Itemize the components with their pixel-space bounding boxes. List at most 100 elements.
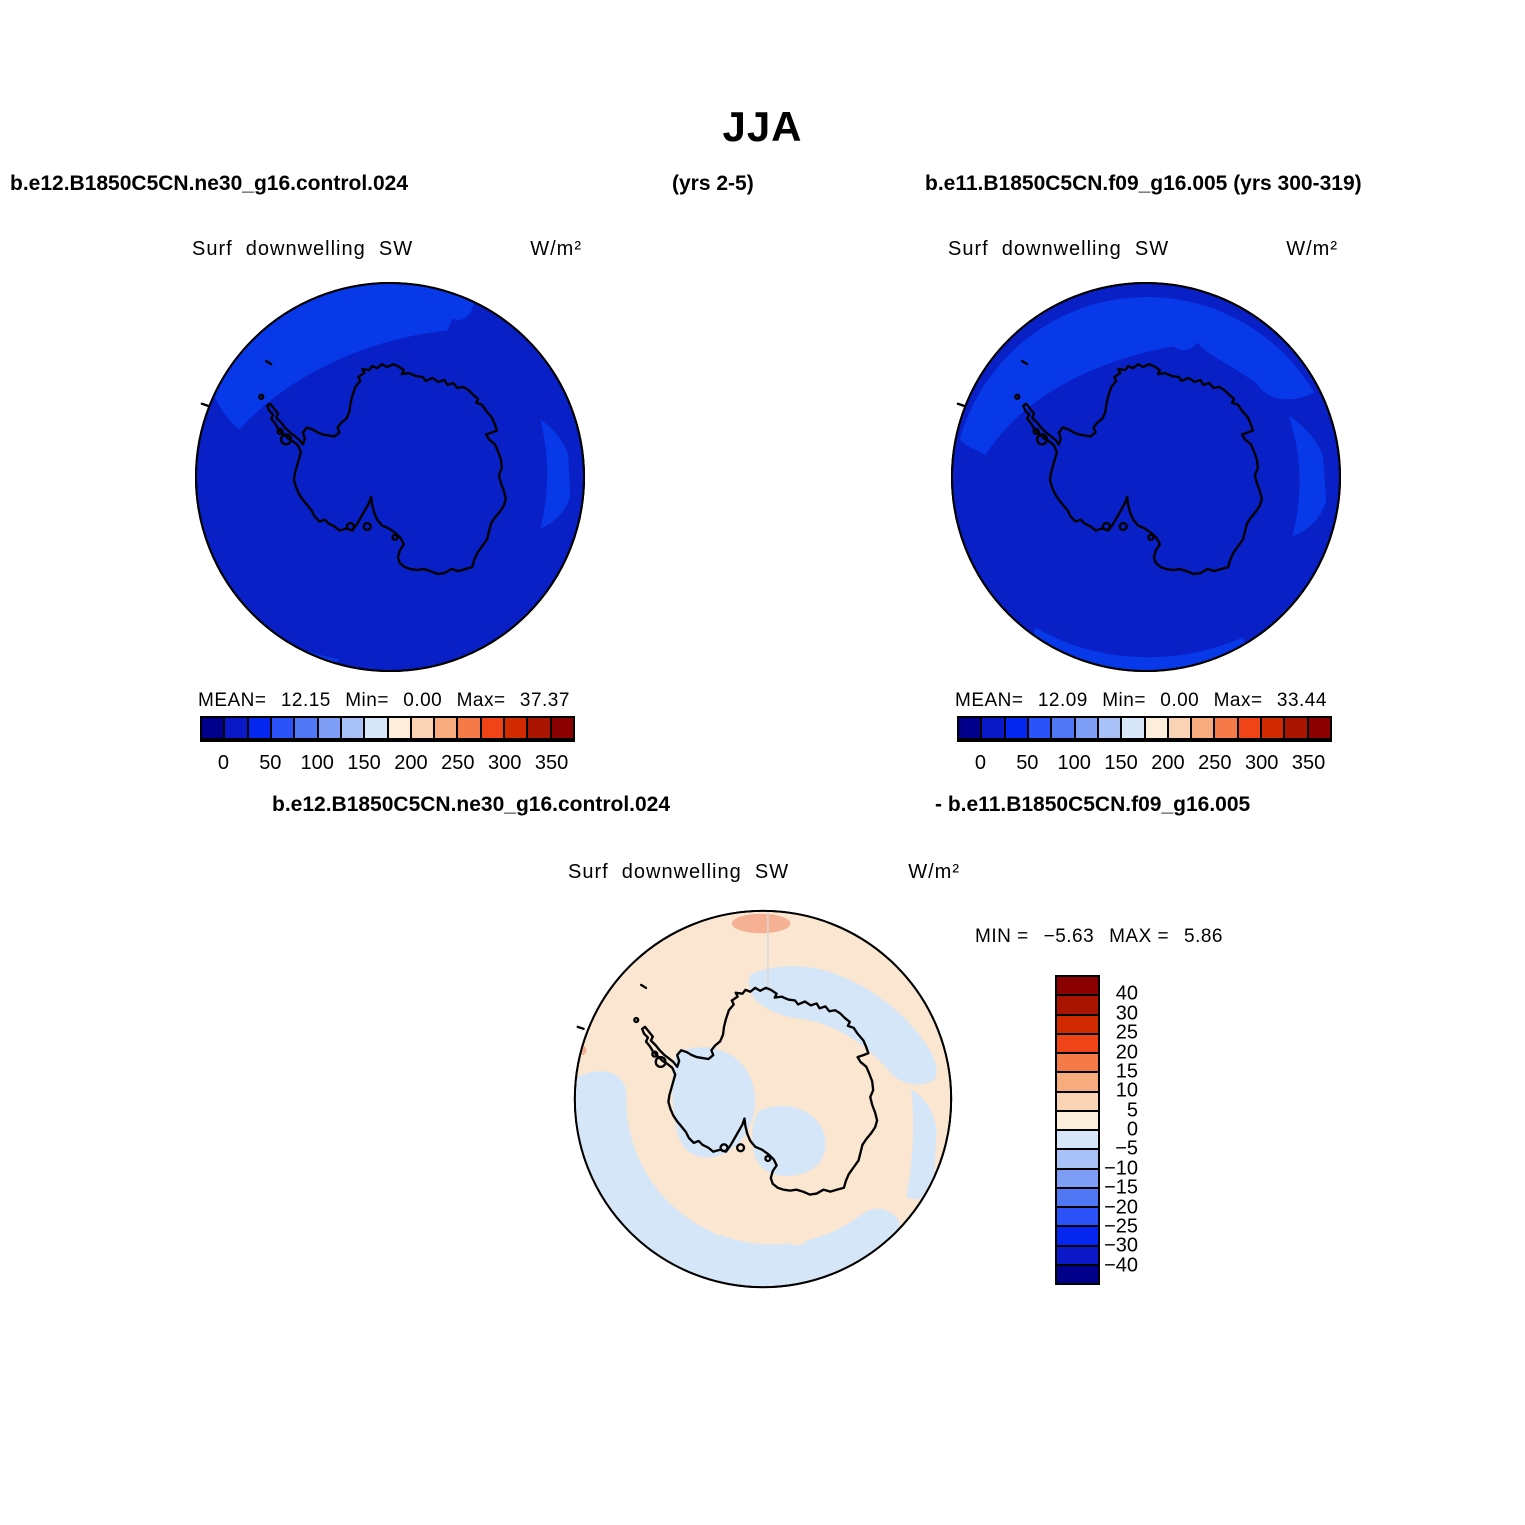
- map-panel-diff: [573, 909, 953, 1289]
- max-label: Max=: [1213, 690, 1263, 711]
- colorbar-cell: [481, 718, 506, 738]
- colorbar-cell: [959, 718, 983, 738]
- colorbar-tick-label: 5: [1126, 1099, 1138, 1122]
- colorbar-cell: [1057, 1131, 1098, 1151]
- colorbar-cell: [1057, 1073, 1098, 1093]
- colorbar-cell: [1238, 718, 1263, 738]
- colorbar-tick-label: 150: [347, 752, 381, 774]
- colorbar-tick-label: −15: [1104, 1176, 1138, 1199]
- colorbar-tick-label: 250: [441, 752, 475, 774]
- mean-value: 12.15: [280, 690, 331, 711]
- subtitle-row-right: Surf downwelling SW W/m²: [948, 238, 1338, 261]
- colorbar-tick-label: 10: [1115, 1079, 1138, 1102]
- colorbar-cell: [1075, 718, 1099, 738]
- units-left: W/m²: [530, 238, 582, 260]
- colorbar-ticks-right: 0 50 100 150 200 250 300 350: [957, 752, 1332, 776]
- stats-diff: MIN = −5.63 MAX = 5.86: [975, 926, 1223, 948]
- colorbar-tick-label: 40: [1115, 982, 1138, 1005]
- colorbar-cell: [1057, 1015, 1098, 1035]
- colorbar-tick-label: 350: [534, 752, 569, 774]
- colorbar-ticks-left: 0 50 100 150 200 250 300 350: [200, 752, 575, 776]
- colorbar-cell: [1005, 718, 1029, 738]
- max-label: MAX =: [1109, 926, 1170, 947]
- colorbar-cell: [1057, 996, 1098, 1016]
- max-value: 37.37: [519, 690, 570, 711]
- diff-case-right: - b.e11.B1850C5CN.f09_g16.005: [935, 793, 1251, 816]
- colorbar-cell: [982, 718, 1006, 738]
- colorbar-tick-label: −10: [1104, 1157, 1138, 1180]
- variable-title-left: Surf downwelling SW: [192, 238, 414, 260]
- colorbar-cell: [458, 718, 482, 738]
- colorbar-cell: [1057, 1054, 1098, 1074]
- colorbar-tick-label: 300: [488, 752, 522, 774]
- colorbar-tick-label: −40: [1104, 1254, 1138, 1277]
- colorbar-cell: [202, 718, 226, 738]
- colorbar-cell: [1192, 718, 1216, 738]
- stats-right: MEAN= 12.09 Min= 0.00 Max= 33.44: [955, 690, 1327, 712]
- map-border-diff: [573, 909, 953, 1289]
- units-diff: W/m²: [908, 861, 960, 883]
- colorbar-tick-label: 20: [1115, 1041, 1138, 1063]
- colorbar-tick-label: 30: [1115, 1002, 1138, 1025]
- colorbar-cell: [528, 718, 552, 738]
- min-label: MIN =: [975, 926, 1029, 947]
- colorbar-cell: [1057, 1169, 1098, 1189]
- colorbar-cell: [1057, 1265, 1098, 1283]
- mean-label: MEAN=: [955, 690, 1024, 711]
- colorbar-cell: [1308, 718, 1330, 738]
- colorbar-tick-label: 150: [1104, 752, 1138, 774]
- colorbar-cell: [1028, 718, 1053, 738]
- colorbar-right: [957, 716, 1332, 742]
- case-name-right: b.e11.B1850C5CN.f09_g16.005 (yrs 300-319…: [925, 172, 1362, 195]
- min-label: Min=: [1102, 690, 1146, 711]
- colorbar-cell: [1057, 1111, 1098, 1131]
- colorbar-cell: [1057, 1188, 1098, 1208]
- colorbar-cell: [1057, 977, 1098, 997]
- colorbar-cell: [225, 718, 249, 738]
- colorbar-cell: [318, 718, 342, 738]
- min-value: 0.00: [1160, 690, 1200, 711]
- colorbar-cell: [271, 718, 296, 738]
- map-panel-right: [950, 281, 1342, 673]
- colorbar-cell: [1168, 718, 1193, 738]
- min-label: Min=: [345, 690, 389, 711]
- colorbar-tick-label: 25: [1115, 1021, 1138, 1044]
- colorbar-cell: [365, 718, 389, 738]
- colorbar-tick-label: −5: [1115, 1137, 1138, 1160]
- colorbar-cell: [1215, 718, 1239, 738]
- colorbar-tick-label: 100: [1057, 752, 1091, 774]
- colorbar-tick-label: 200: [1151, 752, 1185, 774]
- max-value: 33.44: [1276, 690, 1327, 711]
- colorbar-cell: [1057, 1246, 1098, 1266]
- subtitle-row-left: Surf downwelling SW W/m²: [192, 238, 582, 261]
- colorbar-tick-label: 50: [1016, 752, 1039, 774]
- case-years-left: (yrs 2-5): [672, 172, 754, 195]
- colorbar-cell: [551, 718, 573, 738]
- colorbar-tick-label: −30: [1104, 1234, 1138, 1257]
- colorbar-cell: [411, 718, 436, 738]
- colorbar-tick-label: 15: [1115, 1060, 1138, 1083]
- units-right: W/m²: [1286, 238, 1338, 260]
- map-panel-left: [194, 281, 586, 673]
- colorbar-tick-label: 0: [217, 752, 229, 774]
- colorbar-cell: [248, 718, 272, 738]
- colorbar-cell: [295, 718, 319, 738]
- colorbar-tick-label: 50: [259, 752, 282, 774]
- colorbar-cell: [505, 718, 529, 738]
- colorbar-tick-label: 350: [1291, 752, 1326, 774]
- mean-value: 12.09: [1037, 690, 1088, 711]
- colorbar-tick-label: 300: [1245, 752, 1279, 774]
- colorbar-cell: [1098, 718, 1123, 738]
- colorbar-cell: [1145, 718, 1169, 738]
- colorbar-cell: [1285, 718, 1309, 738]
- colorbar-cell: [1122, 718, 1146, 738]
- subtitle-row-diff: Surf downwelling SW W/m²: [568, 861, 960, 884]
- page-title: JJA: [722, 103, 803, 150]
- map-border-right: [950, 281, 1342, 673]
- colorbar-cell: [1057, 1208, 1098, 1228]
- colorbar-tick-label: 200: [394, 752, 428, 774]
- colorbar-left: [200, 716, 575, 742]
- case-name-left: b.e12.B1850C5CN.ne30_g16.control.024: [10, 172, 409, 195]
- colorbar-cell: [1262, 718, 1286, 738]
